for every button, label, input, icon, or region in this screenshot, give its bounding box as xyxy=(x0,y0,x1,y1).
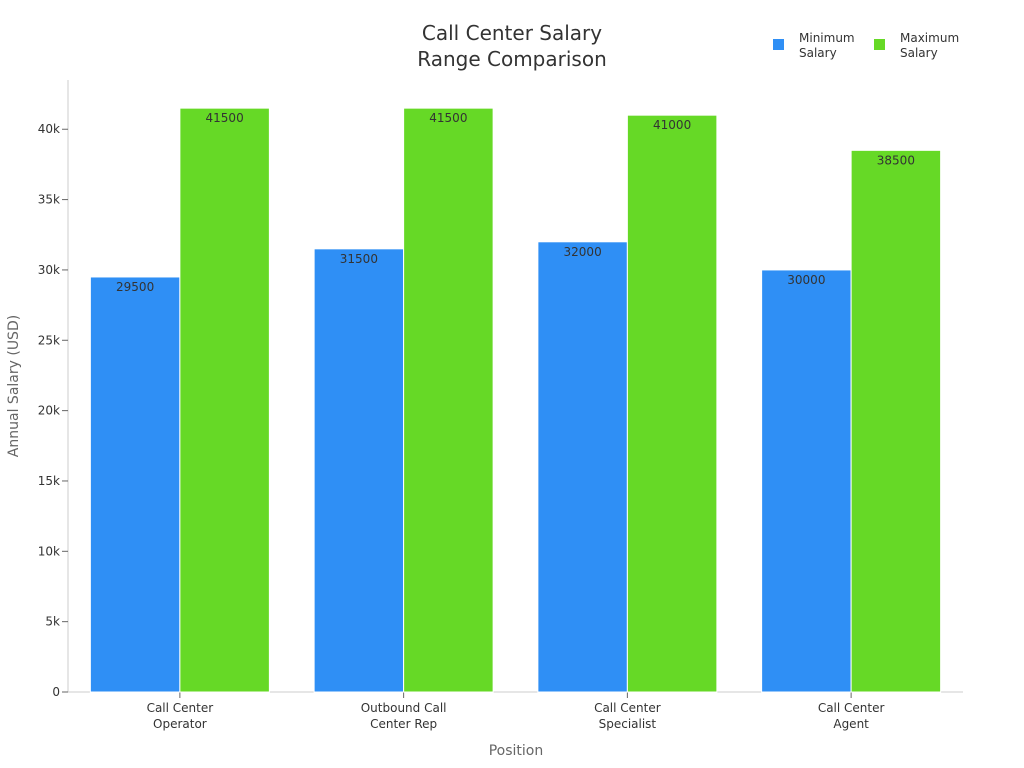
x-tick-label-line: Outbound Call xyxy=(361,701,447,715)
y-axis: 0 5k 10k 15k 20k 25k 30k 35k 40k xyxy=(38,80,69,699)
y-tick-label: 10k xyxy=(38,544,60,558)
data-label: 38500 xyxy=(877,153,915,167)
x-tick-label-line: Agent xyxy=(833,717,869,731)
bar xyxy=(313,248,405,693)
data-labels: 29500 41500 31500 41500 32000 41000 30000 38500 xyxy=(116,111,915,294)
data-label: 41500 xyxy=(429,111,467,125)
x-tick-label-line: Call Center xyxy=(147,701,214,715)
data-label: 41500 xyxy=(206,111,244,125)
y-tick-label: 30k xyxy=(38,263,60,277)
chart-title-line-1: Call Center Salary xyxy=(422,21,602,45)
x-tick-label-line: Center Rep xyxy=(370,717,437,731)
x-axis-title: Position xyxy=(489,743,544,759)
y-tick-label: 0 xyxy=(52,685,60,699)
bar xyxy=(403,107,494,693)
chart-title-line-2: Range Comparison xyxy=(417,47,607,71)
x-tick-label: Call Center Specialist xyxy=(594,701,661,731)
legend-label-line: Salary xyxy=(799,46,837,60)
x-tick-label-line: Specialist xyxy=(599,717,657,731)
bar xyxy=(761,269,852,693)
legend-label: Maximum Salary xyxy=(900,31,959,60)
bar xyxy=(537,241,628,693)
legend-label: Minimum Salary xyxy=(799,31,855,60)
legend-swatch xyxy=(773,39,784,50)
legend-swatch xyxy=(874,39,885,50)
x-tick-label-line: Operator xyxy=(153,717,207,731)
y-tick-label: 35k xyxy=(38,193,60,207)
x-tick-label: Outbound Call Center Rep xyxy=(361,701,447,731)
y-tick-label: 5k xyxy=(45,615,60,629)
legend-label-line: Maximum xyxy=(900,31,959,45)
bar xyxy=(850,149,942,693)
bars xyxy=(89,107,942,693)
legend-label-line: Salary xyxy=(900,46,938,60)
y-tick-label: 40k xyxy=(38,122,60,136)
data-label: 41000 xyxy=(653,118,691,132)
data-label: 30000 xyxy=(787,273,825,287)
bar xyxy=(626,114,718,693)
x-tick-label: Call Center Agent xyxy=(818,701,885,731)
bar xyxy=(179,107,270,693)
data-label: 32000 xyxy=(564,245,602,259)
legend-label-line: Minimum xyxy=(799,31,855,45)
x-tick-label: Call Center Operator xyxy=(147,701,214,731)
data-label: 29500 xyxy=(116,280,154,294)
y-tick-label: 25k xyxy=(38,333,60,347)
y-tick-label: 15k xyxy=(38,474,60,488)
y-axis-title: Annual Salary (USD) xyxy=(6,315,22,457)
data-label: 31500 xyxy=(340,252,378,266)
y-tick-label: 20k xyxy=(38,404,60,418)
x-tick-label-line: Call Center xyxy=(818,701,885,715)
x-tick-label-line: Call Center xyxy=(594,701,661,715)
x-axis: Call Center Operator Outbound Call Center R… xyxy=(68,691,963,731)
bar xyxy=(89,276,181,693)
